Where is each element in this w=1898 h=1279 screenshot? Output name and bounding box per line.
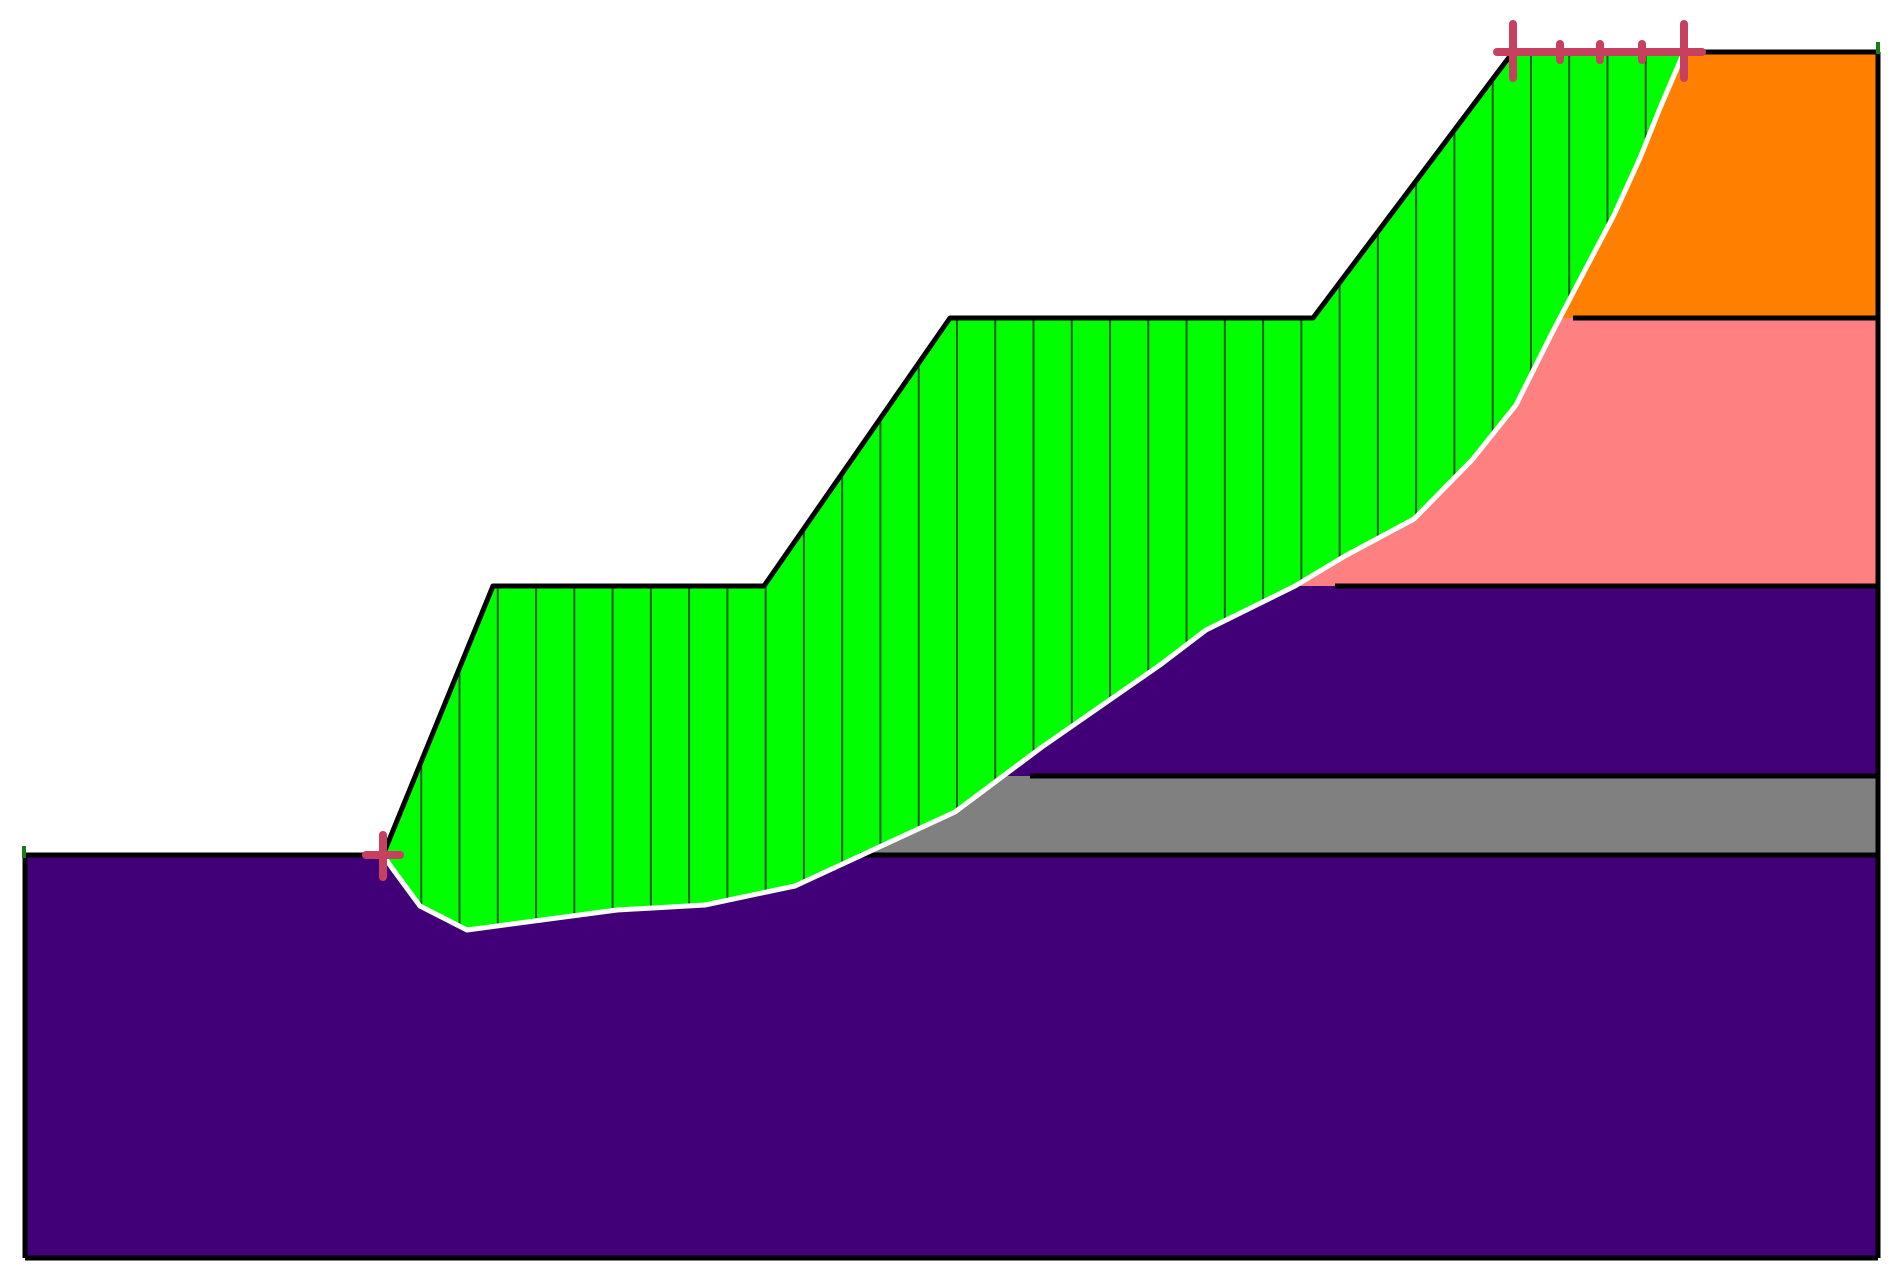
slip-surface <box>380 51 1687 933</box>
slice-lines <box>420 52 1647 927</box>
right-edge-tick <box>1876 42 1880 54</box>
edge-ticks <box>22 42 1880 858</box>
plus-marker <box>362 831 404 881</box>
left-edge-tick <box>22 846 26 858</box>
foundation-layer <box>25 855 1878 1258</box>
weak-layer <box>860 776 1878 855</box>
layer-boundaries <box>22 49 1881 1261</box>
range-marker <box>1493 20 1706 82</box>
